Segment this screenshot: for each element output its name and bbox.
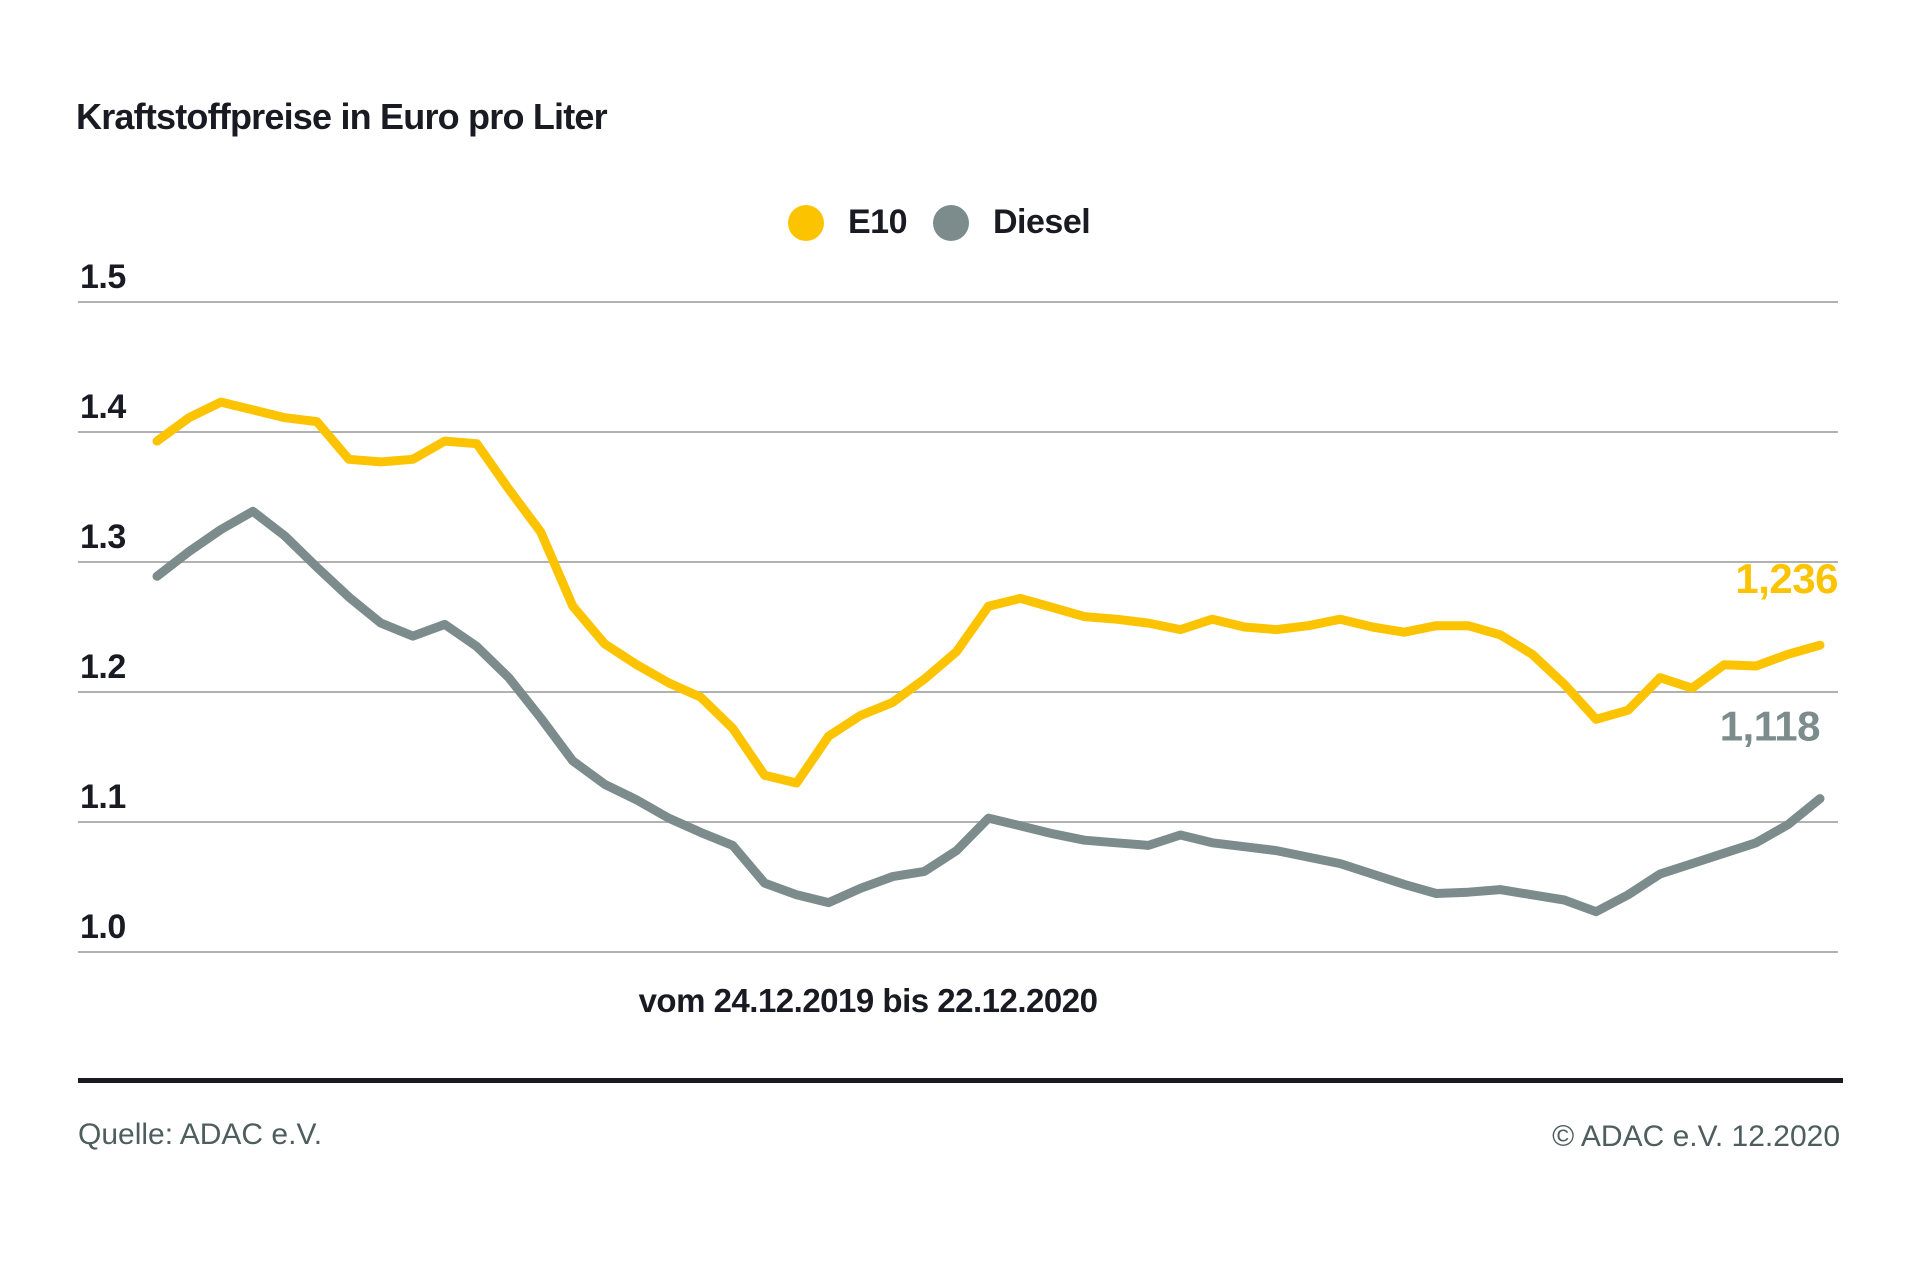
legend-swatch-diesel-icon	[933, 204, 969, 241]
chart-title: Kraftstoffpreise in Euro pro Liter	[76, 96, 608, 137]
y-tick-label: 1.1	[80, 778, 126, 816]
diesel-end-label: 1,118	[1720, 703, 1820, 750]
legend-label-diesel: Diesel	[993, 203, 1091, 241]
y-tick-label: 1.3	[80, 518, 126, 556]
footer-divider	[78, 1078, 1843, 1083]
legend-swatch-e10-icon	[788, 204, 824, 241]
legend-label-e10: E10	[848, 203, 908, 241]
y-tick-label: 1.5	[80, 258, 126, 296]
chart-legend: E10 Diesel	[788, 203, 1091, 242]
source-text: Quelle: ADAC e.V.	[78, 1118, 323, 1151]
y-tick-label: 1.2	[80, 648, 126, 686]
e10-line	[152, 397, 1825, 788]
x-axis-label: vom 24.12.2019 bis 22.12.2020	[638, 982, 1098, 1019]
legend-item-e10: E10	[788, 203, 908, 242]
e10-end-label: 1,236	[1735, 555, 1838, 602]
legend-item-diesel: Diesel	[933, 203, 1091, 242]
y-tick-label: 1.0	[80, 908, 126, 946]
y-tick-label: 1.4	[80, 388, 126, 426]
diesel-line	[152, 506, 1825, 917]
copyright-text: © ADAC e.V. 12.2020	[1552, 1120, 1840, 1153]
